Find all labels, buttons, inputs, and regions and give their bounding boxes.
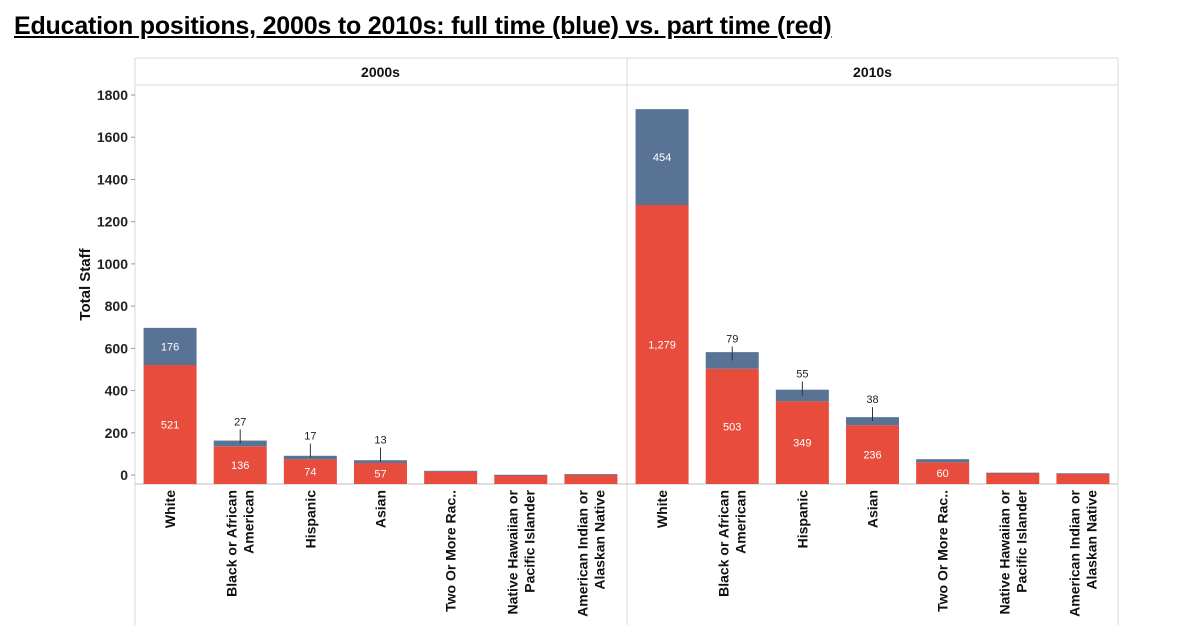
bar-part-time [1056,473,1110,484]
category-label: White [162,490,178,528]
y-tick-label: 600 [105,340,129,356]
y-tick-label: 1800 [97,87,128,103]
bar-part-time [705,368,759,484]
data-label-part-time: 349 [793,438,811,450]
category-label: Black or African American [716,490,749,597]
category-label-line: Alaskan Native [1083,490,1099,590]
category-label-line: Two Or More Rac.. [443,490,459,612]
y-tick-label: 400 [105,383,129,399]
y-tick-label: 1600 [97,129,128,145]
bar-full-time [635,109,689,205]
bar-part-time [564,474,618,484]
bar-part-time [494,475,548,484]
category-label-line: Hispanic [794,490,810,549]
data-label-full-time: 79 [726,333,738,345]
category-label: Native Hawaiian or Pacific Islander [996,489,1029,614]
bar-part-time [775,401,829,484]
y-tick-label: 1000 [97,256,128,272]
category-label: Asian [865,490,881,528]
bar-part-time [354,462,407,484]
category-label-line: Black or African [716,490,732,597]
category-label: Hispanic [794,490,810,549]
data-label-part-time: 57 [374,468,386,480]
category-label: Native Hawaiian or Pacific Islander [504,489,537,614]
data-label-full-time: 55 [796,369,808,381]
category-label: Two Or More Rac.. [443,490,459,612]
bar-full-time [143,327,197,366]
category-label: Asian [373,490,389,528]
category-label-line: American Indian or [1066,489,1082,616]
data-label-full-time: 27 [234,416,246,428]
category-label: American Indian or Alaskan Native [1066,489,1099,616]
category-label-line: Native Hawaiian or [504,489,520,614]
category-label-line: Pacific Islander [521,489,537,592]
y-axis-label: Total Staff [77,247,94,320]
data-label-part-time: 503 [723,421,741,433]
y-tick-label: 800 [105,298,129,314]
bar-part-time [635,204,689,484]
category-label-line: Two Or More Rac.. [935,490,951,612]
data-label-part-time: 136 [231,460,249,472]
category-label-line: White [162,490,178,528]
category-label-line: Native Hawaiian or [996,489,1012,614]
y-axis: Total Staff 0 200 400 600 800 1000 1200 1400 1600… [77,87,135,483]
category-label-line: Black or African [224,490,240,597]
chart-frame [134,57,1119,625]
y-tick-label: 1200 [97,214,128,230]
y-tick-label: 0 [120,467,128,483]
y-tick-label: 1400 [97,171,128,187]
bar-part-time [213,446,267,484]
bar-part-time [143,365,197,484]
category-label-line: Hispanic [302,490,318,549]
category-label-line: Asian [865,490,881,528]
panel-title: 2000s [361,64,400,80]
category-label: American Indian or Alaskan Native [574,489,607,616]
bar-full-time [494,474,548,476]
category-label-line: Alaskan Native [591,490,607,590]
category-label: Two Or More Rac.. [935,490,951,612]
bar-part-time [424,471,478,484]
data-label-part-time: 74 [304,467,316,479]
category-label: Hispanic [302,490,318,549]
bar-part-time [846,425,899,484]
category-label-line: White [654,490,670,528]
data-label-part-time: 521 [161,420,179,432]
bar-full-time [564,474,618,475]
y-tick-label: 200 [105,425,129,441]
bar-part-time [916,462,970,484]
category-label-line: Asian [373,490,389,528]
bar-part-time [986,473,1040,484]
bar-full-time [916,459,970,463]
category-label: Black or African American [224,490,257,597]
category-label-line: American Indian or [574,489,590,616]
panel-title: 2010s [853,64,892,80]
category-label-line: Pacific Islander [1013,489,1029,592]
data-label-full-time: 13 [374,435,386,447]
data-label-full-time: 17 [304,431,316,443]
data-label-part-time: 1,279 [648,339,676,351]
bar-full-time [1056,473,1110,475]
data-label-part-time: 236 [863,450,881,462]
bar-full-time [424,470,478,472]
data-label-full-time: 176 [161,341,179,353]
data-label-full-time: 38 [866,394,878,406]
data-label-part-time: 60 [937,468,949,480]
data-label-full-time: 454 [653,152,671,164]
bar-full-time [986,472,1040,474]
category-label-line: American [241,490,257,554]
category-label: White [654,490,670,528]
bar-part-time [283,459,337,484]
page-title: Education positions, 2000s to 2010s: ful… [14,12,832,40]
category-label-line: American [733,490,749,554]
